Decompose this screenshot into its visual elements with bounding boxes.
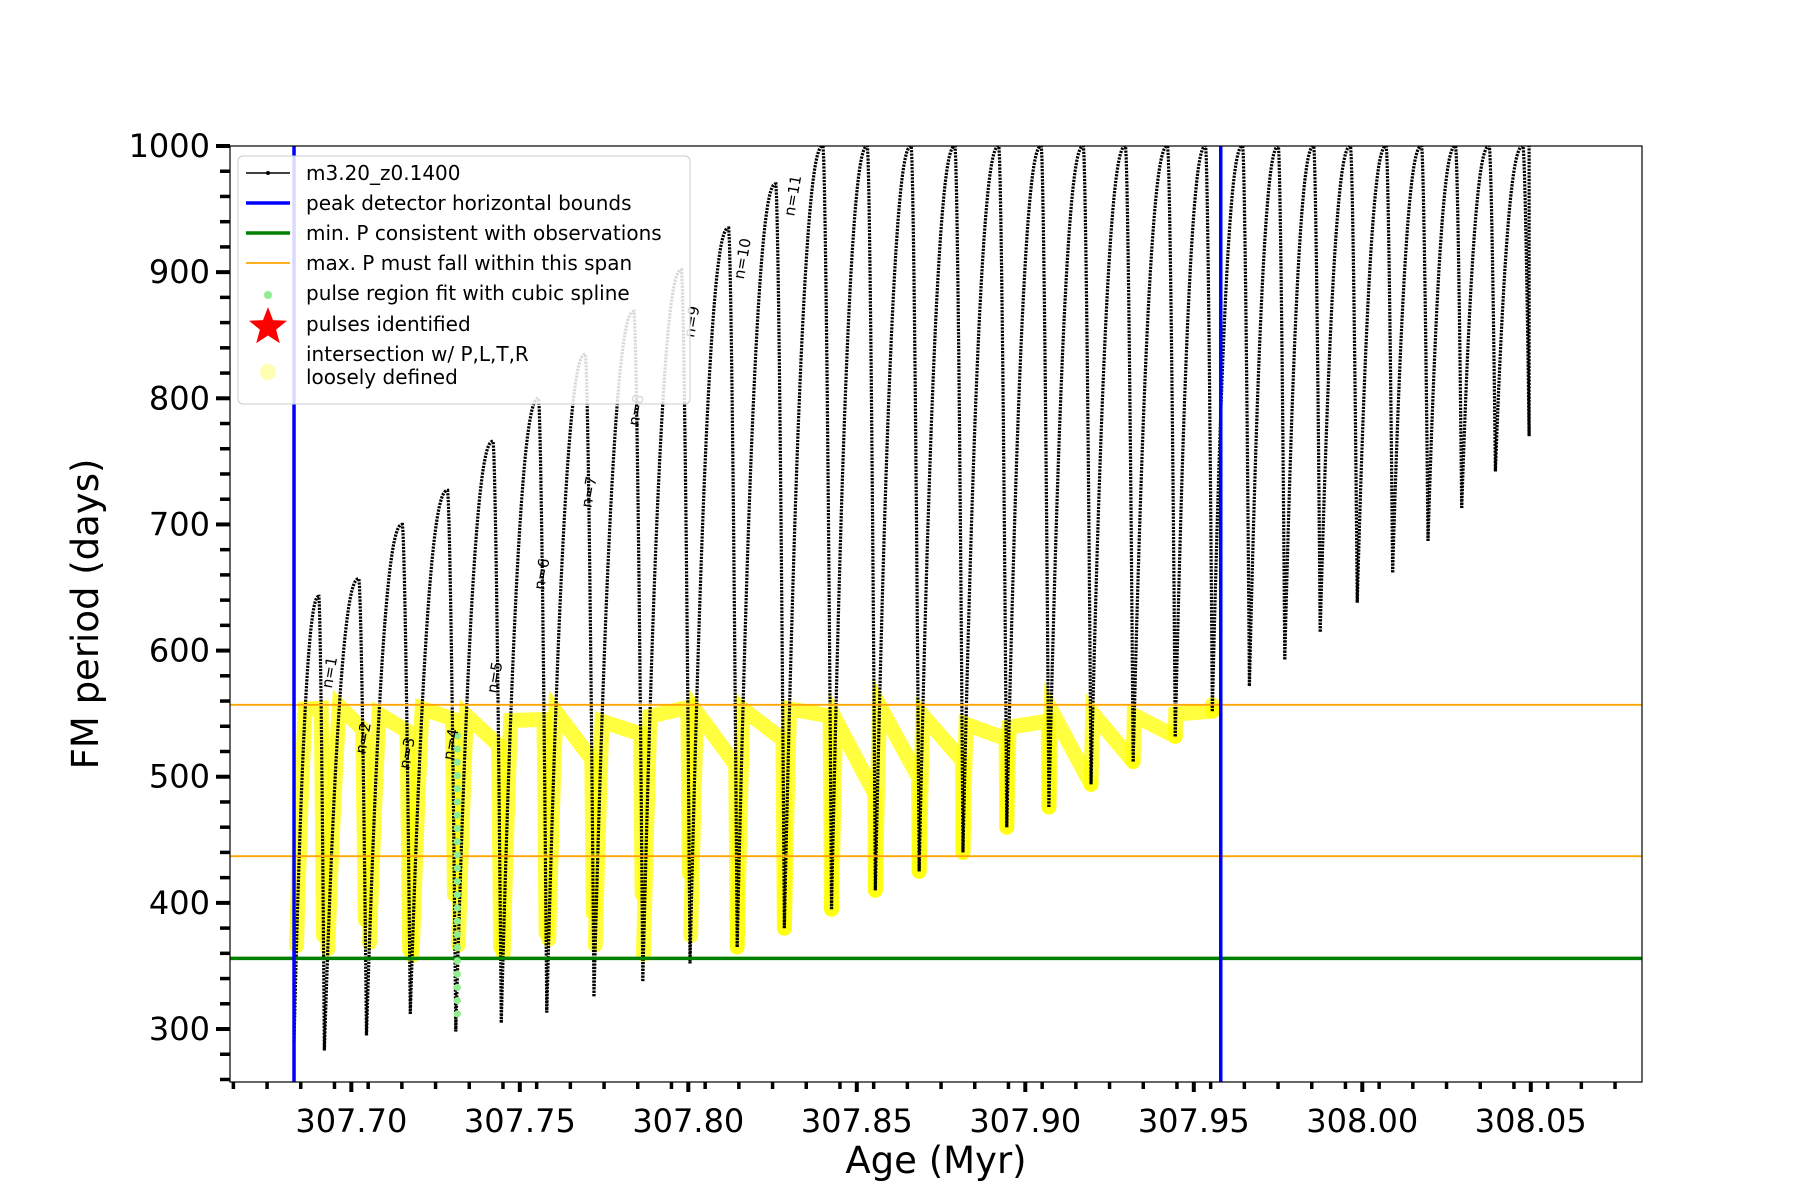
pulse-label: n=5 [483, 660, 506, 694]
spline-point [453, 838, 461, 846]
spline-point [453, 1010, 461, 1018]
y-axis-label: FM period (days) [64, 459, 107, 770]
spline-point [453, 732, 461, 740]
track-segment [1391, 146, 1430, 573]
x-tick-label: 308.00 [1306, 1102, 1418, 1140]
track-segment [961, 146, 1009, 853]
x-tick-label: 307.85 [801, 1102, 913, 1140]
y-tick-label: 400 [149, 884, 210, 922]
y-tick-label: 600 [149, 632, 210, 670]
spline-point [453, 904, 461, 912]
legend-pulse-star [249, 307, 287, 344]
spline-point [453, 758, 461, 766]
reference-lines [230, 146, 1642, 1082]
spline-point [453, 997, 461, 1005]
track-segment [829, 146, 877, 910]
track-segment [1131, 146, 1177, 762]
x-axis: 307.70 307.75 307.80 307.85 307.90 307.95 308.… [231, 1082, 1617, 1140]
x-tick-label: 307.95 [1138, 1102, 1250, 1140]
spline-point [453, 851, 461, 859]
spline-point [453, 957, 461, 965]
plot-frame [229, 145, 1643, 1083]
track-segment [688, 226, 739, 964]
pulse-label: n=3 [395, 736, 418, 770]
y-tick-label: 300 [149, 1010, 210, 1048]
track-segment [1173, 146, 1214, 737]
legend-label: intersection w/ P,L,T,R loosely defined [306, 342, 529, 389]
track-segment [408, 488, 458, 1032]
pulse-label: n=1 [318, 655, 341, 689]
pulse-label: n=7 [577, 475, 600, 509]
track-segment [545, 352, 596, 1013]
track-segment [1247, 146, 1287, 686]
spline-point [453, 891, 461, 899]
pulse-label: n=4 [439, 727, 462, 761]
track-segment [917, 146, 965, 872]
spline-point [453, 771, 461, 780]
y-tick-label: 700 [149, 505, 210, 543]
track-segment [1318, 146, 1359, 632]
pulse-label: n=6 [530, 557, 553, 591]
spline-point [453, 930, 461, 939]
track-segment [1047, 146, 1093, 808]
track-segment [1210, 146, 1251, 712]
legend-intersection-marker [260, 364, 276, 380]
spline-point [453, 824, 461, 833]
plot-area: n=1n=2 n=3 n=4n=5n=6n=7n=8n=9n=10n=11 [230, 146, 1642, 1082]
legend-label: peak detector horizontal bounds [306, 191, 632, 215]
legend-label: min. P consistent with observations [306, 221, 662, 245]
x-tick-label: 307.70 [295, 1102, 407, 1140]
x-tick-label: 307.75 [464, 1102, 576, 1140]
track-segment [782, 146, 834, 929]
track-segment [292, 594, 326, 1051]
spline-point [453, 970, 461, 978]
legend-spline-marker [264, 291, 272, 299]
spline-points [453, 732, 461, 1018]
track-segment [1005, 146, 1051, 828]
pulse-label: n=2 [352, 721, 375, 755]
track-segment [873, 146, 921, 891]
spline-point [453, 944, 461, 952]
track-segment [735, 182, 786, 948]
spline-point [453, 917, 461, 925]
legend-label: max. P must fall within this span [306, 251, 632, 275]
y-tick-label: 800 [149, 379, 210, 417]
legend-box [237, 155, 691, 405]
intersection-band [824, 690, 883, 917]
track-segment [1426, 146, 1464, 541]
y-tick-label: 500 [149, 758, 210, 796]
track-segment [1089, 146, 1135, 785]
track-segment [1283, 146, 1322, 660]
y-axis: 300 400 500 600 700 800 900 1000 [129, 127, 230, 1082]
x-tick-label: 308.05 [1475, 1102, 1587, 1140]
spline-point [453, 745, 461, 753]
x-tick-label: 307.80 [632, 1102, 744, 1140]
spline-point [453, 811, 461, 819]
x-tick-label: 307.90 [969, 1102, 1081, 1140]
legend-track-dot [266, 171, 270, 175]
intersection-band [587, 710, 650, 953]
spline-point [453, 877, 461, 886]
track-segment [322, 576, 369, 1051]
spline-point [453, 798, 461, 806]
track-segment [499, 396, 549, 1023]
spline-point [453, 983, 461, 991]
x-axis-label: Age (Myr) [845, 1139, 1026, 1182]
track-segment [364, 522, 412, 1036]
legend-label: m3.20_z0.1400 [306, 161, 461, 185]
legend-label: pulse region fit with cubic spline [306, 281, 630, 305]
spline-point [453, 785, 461, 793]
track-segment [1493, 146, 1531, 472]
legend-label: pulses identified [306, 312, 471, 336]
spline-point [453, 864, 461, 872]
y-tick-label: 1000 [129, 127, 210, 165]
track-segment [1355, 146, 1395, 603]
y-tick-label: 900 [149, 253, 210, 291]
